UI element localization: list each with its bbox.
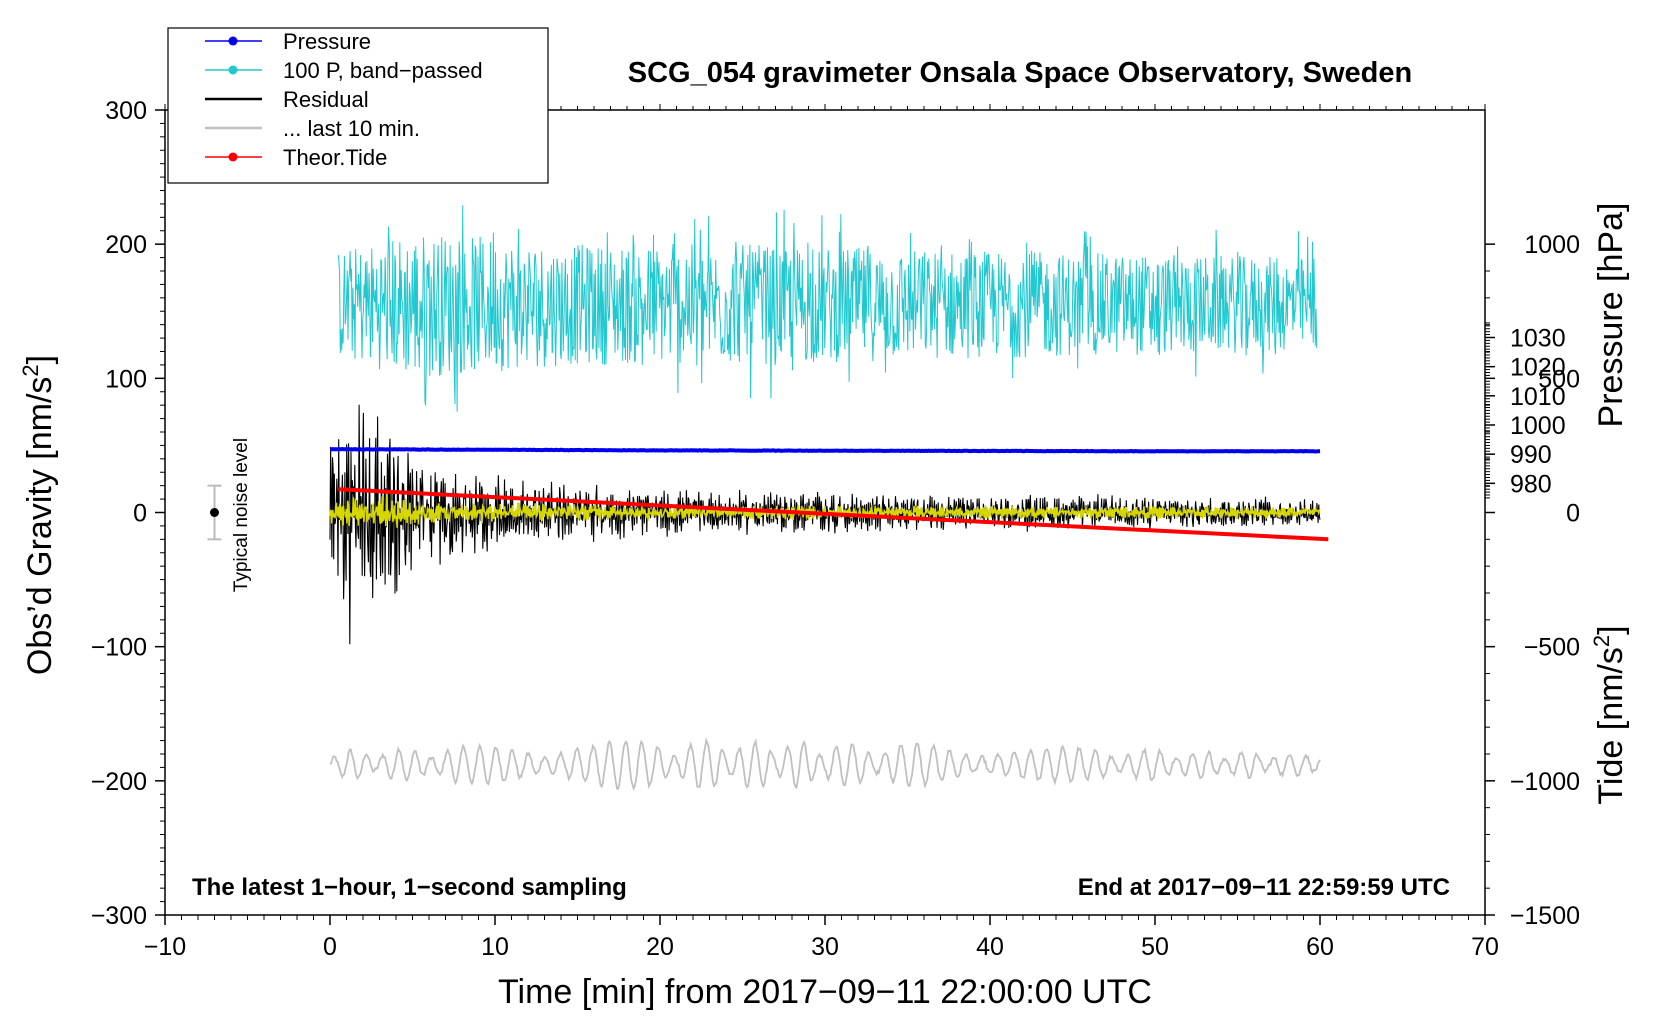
bottom-axis: −10 0 10 20 30 40 50 60 70: [144, 915, 1499, 961]
right-axes: 103010201010100099098010005000−500−1000−…: [1485, 231, 1580, 930]
noise-center-dot: [210, 508, 219, 517]
tide-axis-tick-label: 0: [1566, 500, 1580, 528]
pressure-axis-tick-label: 990: [1510, 441, 1552, 469]
y-axis-label-left: Obs’d Gravity [nm/s2]: [18, 355, 59, 675]
y-axis-label-left-sup: 2: [18, 364, 43, 376]
y-axis-label-left-main: Obs’d Gravity [nm/s: [21, 377, 59, 676]
legend-item: 100 P, band−passed: [205, 58, 483, 83]
x-axis-tick-label: 10: [481, 933, 509, 961]
legend-item: ... last 10 min.: [205, 116, 420, 141]
left-axis-tick-label: −100: [91, 634, 147, 662]
series-line-theor-tide: [338, 487, 1329, 542]
y-axis-label-tide: Tide [nm/s2]: [1589, 625, 1630, 804]
left-axis-tick-label: −300: [91, 902, 147, 930]
y-axis-label-tide-main: Tide [nm/s: [1592, 647, 1630, 804]
x-axis-label: Time [min] from 2017−09−11 22:00:00 UTC: [498, 973, 1152, 1011]
pressure-axis-tick-label: 1000: [1510, 412, 1566, 440]
tide-axis-tick-label: −1000: [1510, 768, 1580, 796]
note-left: The latest 1−hour, 1−second sampling: [192, 874, 627, 901]
y-axis-label-pressure: Pressure [hPa]: [1592, 203, 1630, 428]
chart-title: SCG_054 gravimeter Onsala Space Observat…: [628, 57, 1412, 89]
series-line-last-10-min: [329, 737, 1321, 791]
y-axis-label-left-close: ]: [21, 355, 59, 364]
legend-label: Residual: [283, 87, 369, 112]
legend-label: Pressure: [283, 29, 371, 54]
x-axis-tick-label: 70: [1471, 933, 1499, 961]
left-axis-tick-label: −200: [91, 768, 147, 796]
noise-label: Typical noise level: [231, 438, 252, 592]
note-right: End at 2017−09−11 22:59:59 UTC: [1078, 874, 1450, 901]
x-axis-tick-label: 0: [323, 933, 337, 961]
left-axis-tick-label: 0: [133, 500, 147, 528]
legend-swatch-marker: [228, 65, 238, 75]
tide-axis-tick-label: 1000: [1524, 231, 1580, 259]
noise-indicator: Typical noise level: [207, 438, 252, 592]
tide-axis-tick-label: −500: [1524, 634, 1580, 662]
legend: Pressure 100 P, band−passed Residual ... la…: [167, 27, 549, 184]
x-axis-tick-label: 60: [1306, 933, 1334, 961]
series-line-residual-filtered: [329, 492, 1321, 528]
legend-item: Residual: [205, 87, 369, 112]
legend-label: ... last 10 min.: [283, 116, 420, 141]
legend-item: Theor.Tide: [205, 145, 387, 170]
x-axis-tick-label: 30: [811, 933, 839, 961]
series-layer: [329, 205, 1329, 791]
pressure-axis-tick-label: 980: [1510, 470, 1552, 498]
left-axis-tick-label: 300: [105, 97, 147, 125]
left-axis: 300 200 100 0 −100 −200 −300: [91, 97, 165, 930]
series-line-pressure: [329, 447, 1321, 454]
series-line-band-passed-pressure: [337, 205, 1318, 412]
legend-items: Pressure 100 P, band−passed Residual ... la…: [205, 29, 483, 170]
tide-axis-tick-label: 500: [1538, 365, 1580, 393]
left-axis-tick-label: 100: [105, 365, 147, 393]
legend-swatch-marker: [228, 36, 238, 46]
x-axis-tick-label: 20: [646, 933, 674, 961]
legend-item: Pressure: [205, 29, 371, 54]
pressure-axis-tick-label: 1030: [1510, 325, 1566, 353]
legend-swatch-marker: [228, 152, 238, 162]
y-axis-label-tide-close: ]: [1592, 625, 1630, 634]
legend-label: Theor.Tide: [283, 145, 387, 170]
y-axis-label-tide-sup: 2: [1589, 635, 1614, 647]
left-axis-tick-label: 200: [105, 231, 147, 259]
x-axis-tick-label: 50: [1141, 933, 1169, 961]
x-axis-tick-label: 40: [976, 933, 1004, 961]
pressure-axis-tick-label: 1020: [1510, 354, 1566, 382]
x-axis-tick-label: −10: [144, 933, 186, 961]
pressure-axis-tick-label: 1010: [1510, 383, 1566, 411]
legend-label: 100 P, band−passed: [283, 58, 483, 83]
tide-axis-tick-label: −1500: [1510, 902, 1580, 930]
